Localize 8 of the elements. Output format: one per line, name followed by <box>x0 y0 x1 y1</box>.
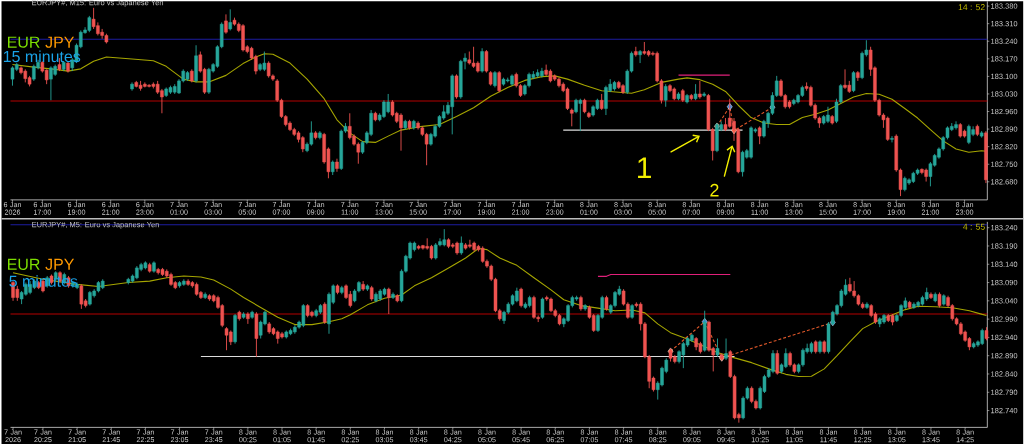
annotation: 1 <box>638 157 651 178</box>
annotation: 2 <box>710 183 719 197</box>
annotation: 4 : 55 <box>963 223 985 230</box>
annotation: 14 : 52 <box>958 3 985 10</box>
annotation: JPY <box>45 258 75 270</box>
annotation: EUR <box>8 258 40 270</box>
annotation: JPY <box>45 36 75 48</box>
annotation: EUR <box>8 36 40 48</box>
